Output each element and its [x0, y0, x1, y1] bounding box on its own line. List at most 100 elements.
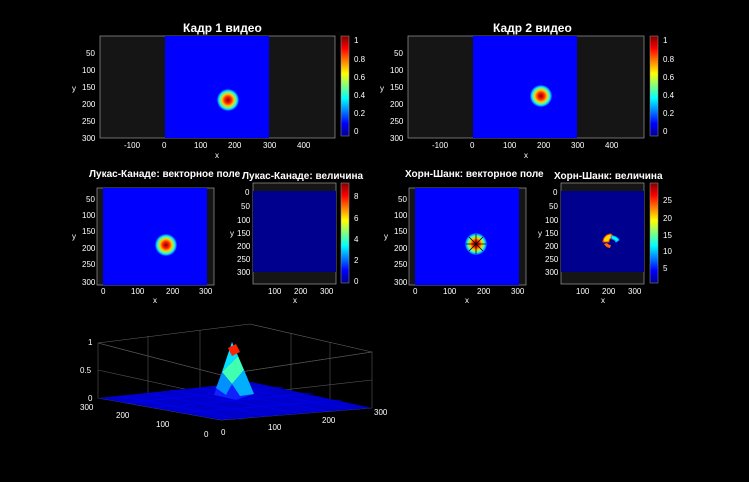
- xtick: -100: [432, 141, 449, 150]
- cbar-tick: 1: [663, 36, 668, 45]
- ytick: 300: [82, 278, 96, 287]
- ytick: 200: [545, 242, 559, 251]
- cbar-tick: 5: [663, 264, 668, 273]
- cbar-tick: 0.2: [354, 109, 366, 118]
- ytick: 150: [82, 83, 96, 92]
- cbar-tick: 10: [663, 247, 672, 256]
- lk-vector-ylabel: y: [72, 232, 76, 241]
- xtick: 100: [503, 141, 517, 150]
- xtick: 400: [297, 141, 311, 150]
- cbar-tick: 0: [663, 127, 668, 136]
- frame2-ylabel: y: [380, 84, 384, 93]
- ytick: 250: [394, 260, 408, 269]
- cbar-tick: 0: [354, 127, 359, 136]
- ytick: 0: [245, 188, 250, 197]
- ytick: 250: [237, 255, 251, 264]
- xtick: 200: [477, 287, 491, 296]
- xtick: 100: [443, 287, 457, 296]
- cbar-tick: 0.8: [663, 55, 675, 64]
- ytick: 150: [82, 227, 96, 236]
- ytick: 200: [390, 100, 404, 109]
- cbar-tick: 0: [354, 277, 359, 286]
- xtick: 0: [162, 141, 167, 150]
- ytick: 150: [394, 227, 408, 236]
- lk-vector-title: Лукас-Канаде: векторное поле: [89, 169, 241, 180]
- frame1-ylabel: y: [72, 84, 76, 93]
- lk-magnitude-colorbar: [340, 182, 350, 284]
- hs-vector-title: Хорн-Шанк: векторное поле: [405, 169, 544, 180]
- ytick: 50: [86, 195, 95, 204]
- ytick: 50: [86, 49, 95, 58]
- frame1-axes: [99, 35, 350, 139]
- cbar-tick: 0.6: [354, 73, 366, 82]
- cbar-tick: 1: [354, 36, 359, 45]
- lk-magnitude-xlabel: x: [293, 296, 297, 305]
- lk-vector-axes: [96, 187, 215, 286]
- ytick: 250: [82, 117, 96, 126]
- surface-tick: 200: [116, 411, 130, 420]
- xtick: 100: [194, 141, 208, 150]
- frame1-title: Кадр 1 видео: [183, 21, 262, 35]
- ztick: 0: [88, 394, 93, 403]
- surface-tick: 300: [374, 408, 388, 417]
- frame2-blob: [530, 85, 552, 107]
- hs-magnitude-ylabel: y: [538, 229, 542, 238]
- frame1-colorbar: [340, 35, 350, 137]
- ytick: 50: [549, 202, 558, 211]
- ytick: 150: [390, 83, 404, 92]
- xtick: 300: [263, 141, 277, 150]
- hs-magnitude-axes: [560, 182, 659, 285]
- xtick: -100: [124, 141, 141, 150]
- lk-magnitude-ylabel: y: [230, 229, 234, 238]
- xtick: 300: [199, 287, 213, 296]
- cbar-tick: 25: [663, 196, 672, 205]
- ytick: 50: [398, 195, 407, 204]
- xtick: 0: [470, 141, 475, 150]
- xtick: 100: [268, 287, 282, 296]
- ytick: 200: [82, 100, 96, 109]
- ytick: 300: [390, 134, 404, 143]
- lk-magnitude-axes: [252, 182, 350, 285]
- lk-magnitude-title: Лукас-Канаде: величина: [242, 171, 364, 182]
- hs-magnitude-xlabel: x: [601, 296, 605, 305]
- hs-vector-arrows: [466, 234, 486, 254]
- ytick: 300: [237, 268, 251, 277]
- ytick: 300: [545, 268, 559, 277]
- frame2-xlabel: x: [524, 151, 528, 160]
- surface-3d-peak: [214, 342, 254, 400]
- ytick: 250: [545, 255, 559, 264]
- cbar-tick: 0.8: [354, 55, 366, 64]
- xtick: 200: [228, 141, 242, 150]
- hs-magnitude-title: Хорн-Шанк: величина: [554, 171, 663, 182]
- ytick: 300: [82, 134, 96, 143]
- xtick: 300: [571, 141, 585, 150]
- cbar-tick: 15: [663, 231, 672, 240]
- ytick: 200: [394, 244, 408, 253]
- ytick: 100: [390, 66, 404, 75]
- ytick: 250: [390, 117, 404, 126]
- xtick: 100: [576, 287, 590, 296]
- ztick: 1: [88, 338, 93, 347]
- cbar-tick: 2: [354, 256, 359, 265]
- hs-vector-ylabel: y: [384, 232, 388, 241]
- ytick: 50: [394, 49, 403, 58]
- ytick: 100: [394, 211, 408, 220]
- xtick: 200: [294, 287, 308, 296]
- cbar-tick: 6: [354, 214, 359, 223]
- hs-vector-xlabel: x: [465, 296, 469, 305]
- ytick: 100: [237, 216, 251, 225]
- cbar-tick: 0.2: [663, 109, 675, 118]
- frame2-colorbar: [649, 35, 659, 137]
- ytick: 250: [82, 260, 96, 269]
- surface-tick: 200: [322, 416, 336, 425]
- surface-tick: 0: [221, 428, 226, 437]
- ztick: 0.5: [80, 366, 92, 375]
- frame1-xlabel: x: [215, 151, 219, 160]
- xtick: 300: [628, 287, 642, 296]
- ytick: 0: [553, 188, 558, 197]
- ytick: 200: [82, 244, 96, 253]
- xtick: 200: [602, 287, 616, 296]
- ytick: 200: [237, 242, 251, 251]
- cbar-tick: 4: [354, 235, 359, 244]
- xtick: 300: [320, 287, 334, 296]
